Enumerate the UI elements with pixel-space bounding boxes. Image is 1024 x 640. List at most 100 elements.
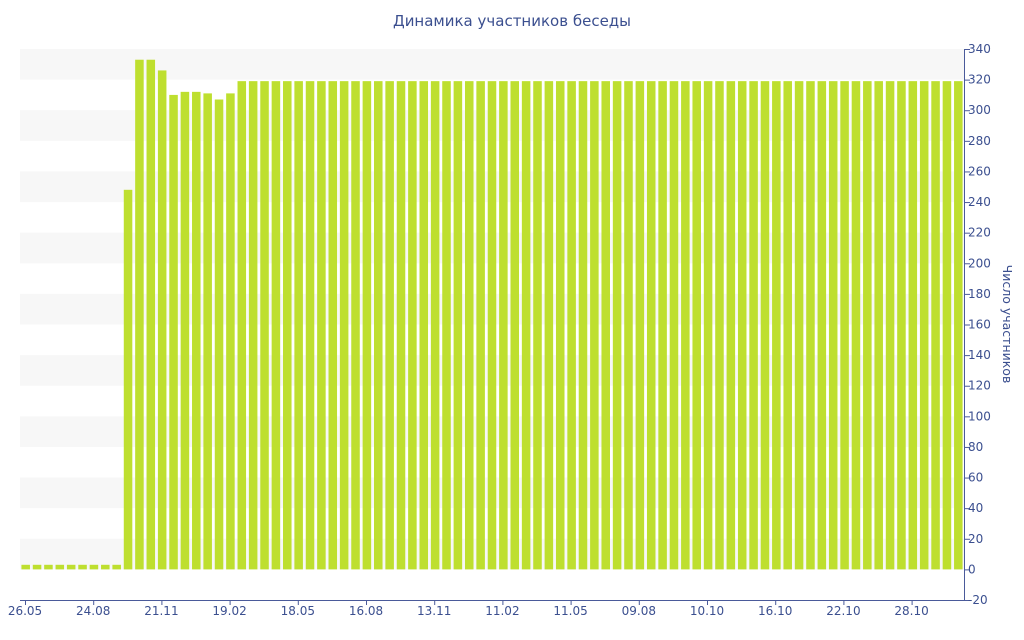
y-axis-title: Число участников [1000, 265, 1015, 384]
y-tick-label: 200 [968, 256, 991, 270]
bar [646, 81, 656, 570]
bar [305, 81, 315, 570]
y-tick-label: 340 [968, 42, 991, 56]
bar [499, 81, 508, 570]
bar [248, 81, 258, 570]
bar [112, 564, 121, 570]
y-tick-label: 300 [968, 103, 991, 117]
bar [692, 81, 701, 570]
bar [101, 564, 110, 570]
x-axis-ticks: 26.05 24.08 21.11 19.02 18.05 16.08 13.11 11.02… [8, 600, 929, 618]
bar [908, 81, 918, 570]
bar [840, 81, 849, 570]
x-tick-label: 18.05 [281, 604, 315, 618]
bar [555, 81, 565, 570]
y-axis-ticks: -20 0 20 40 60 80 100 120 140 160 180 200 220 240 260 2… [964, 42, 991, 607]
bar [544, 81, 554, 570]
y-tick-label: 0 [968, 562, 976, 576]
bar [374, 81, 383, 570]
bar [203, 93, 212, 570]
bar [89, 564, 99, 570]
y-tick-label: 120 [968, 379, 991, 393]
bar [703, 81, 713, 570]
chart-title: Динамика участников беседы [392, 12, 632, 30]
bar [828, 81, 838, 570]
y-tick-label: 260 [968, 164, 991, 178]
bar [66, 564, 76, 570]
y-tick-label: 80 [968, 440, 983, 454]
bar [533, 81, 542, 570]
x-tick-label: 13.11 [417, 604, 451, 618]
x-tick-label: 11.05 [553, 604, 587, 618]
bar [283, 81, 292, 570]
bar [794, 81, 804, 570]
y-tick-label: 20 [968, 532, 983, 546]
bar [408, 81, 417, 570]
bar [817, 81, 827, 570]
x-tick-label: 16.08 [349, 604, 383, 618]
bar [317, 81, 326, 570]
bar [294, 81, 303, 570]
bar [715, 81, 724, 570]
bar [442, 81, 451, 570]
bar [510, 81, 520, 570]
bar [476, 81, 485, 570]
x-tick-label: 26.05 [8, 604, 42, 618]
bar [749, 81, 758, 570]
bar [55, 564, 65, 570]
y-tick-label: 100 [968, 409, 991, 423]
bar [521, 81, 531, 570]
bar [351, 81, 360, 570]
y-tick-label: 60 [968, 471, 983, 485]
bar [726, 81, 736, 570]
bar [214, 99, 224, 570]
y-tick-label: 320 [968, 73, 991, 87]
bar [897, 81, 906, 570]
y-tick-label: 240 [968, 195, 991, 209]
bar [885, 81, 895, 570]
bar [942, 81, 952, 570]
bar [669, 81, 679, 570]
bar [21, 564, 30, 570]
bar [954, 81, 963, 570]
bar [590, 81, 599, 570]
x-tick-label: 24.08 [76, 604, 110, 618]
x-tick-label: 09.08 [622, 604, 656, 618]
bar [567, 81, 576, 570]
bar [419, 81, 429, 570]
x-tick-label: 21.11 [144, 604, 178, 618]
bar [430, 81, 440, 570]
bar [135, 59, 144, 570]
bar [737, 81, 747, 570]
bar [658, 81, 667, 570]
bar [624, 81, 633, 570]
x-tick-label: 28.10 [894, 604, 928, 618]
bar [487, 81, 497, 570]
bar [453, 81, 463, 570]
bar [32, 564, 42, 570]
bar [180, 91, 190, 570]
bar [362, 81, 372, 570]
y-tick-label: 160 [968, 318, 991, 332]
bar [612, 81, 622, 570]
bar [874, 81, 883, 570]
bar [192, 91, 201, 570]
bar [44, 564, 53, 570]
grid-band [20, 49, 964, 80]
bar [396, 81, 406, 570]
bar [237, 81, 247, 570]
bar [328, 81, 338, 570]
bar [578, 81, 588, 570]
y-tick-label: 40 [968, 501, 983, 515]
bar [772, 81, 781, 570]
x-tick-label: 10.10 [690, 604, 724, 618]
bar [760, 81, 770, 570]
y-tick-label: 140 [968, 348, 991, 362]
y-tick-label: 220 [968, 226, 991, 240]
x-tick-label: 11.02 [485, 604, 519, 618]
bar [157, 70, 167, 570]
y-tick-label: 180 [968, 287, 991, 301]
bar [146, 59, 156, 570]
bar [863, 81, 872, 570]
